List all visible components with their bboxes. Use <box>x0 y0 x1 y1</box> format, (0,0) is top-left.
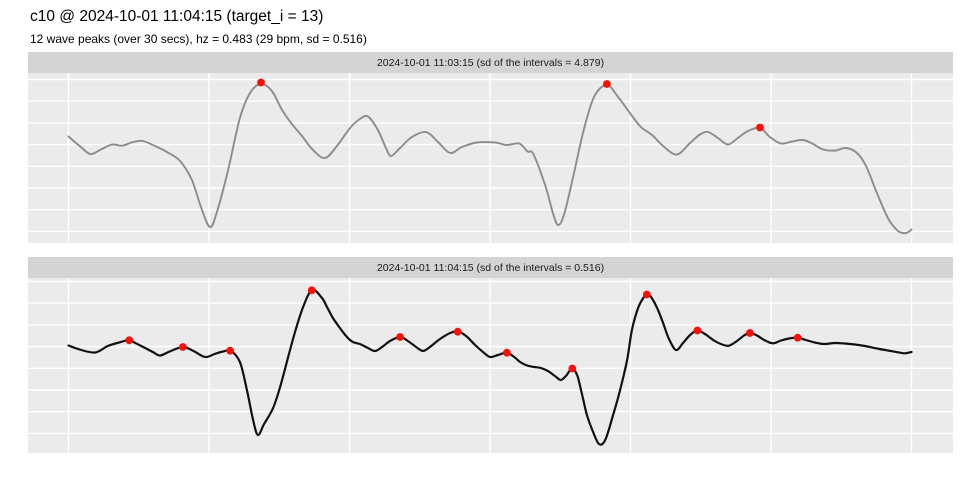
plot-title: c10 @ 2024-10-01 11:04:15 (target_i = 13… <box>30 8 324 25</box>
facet-panel-top <box>28 73 953 243</box>
waveform-chart-top <box>28 73 953 243</box>
facet-strip-top: 2024-10-01 11:03:15 (sd of the intervals… <box>28 52 953 73</box>
facet-strip-top-label: 2024-10-01 11:03:15 (sd of the intervals… <box>376 56 605 69</box>
facet-strip-bottom-label: 2024-10-01 11:04:15 (sd of the intervals… <box>376 261 605 274</box>
facet-strip-bottom: 2024-10-01 11:04:15 (sd of the intervals… <box>28 257 953 278</box>
plot-subtitle: 12 wave peaks (over 30 secs), hz = 0.483… <box>30 32 367 46</box>
facet-panel-bottom <box>28 278 953 453</box>
waveform-chart-bottom <box>28 278 953 453</box>
